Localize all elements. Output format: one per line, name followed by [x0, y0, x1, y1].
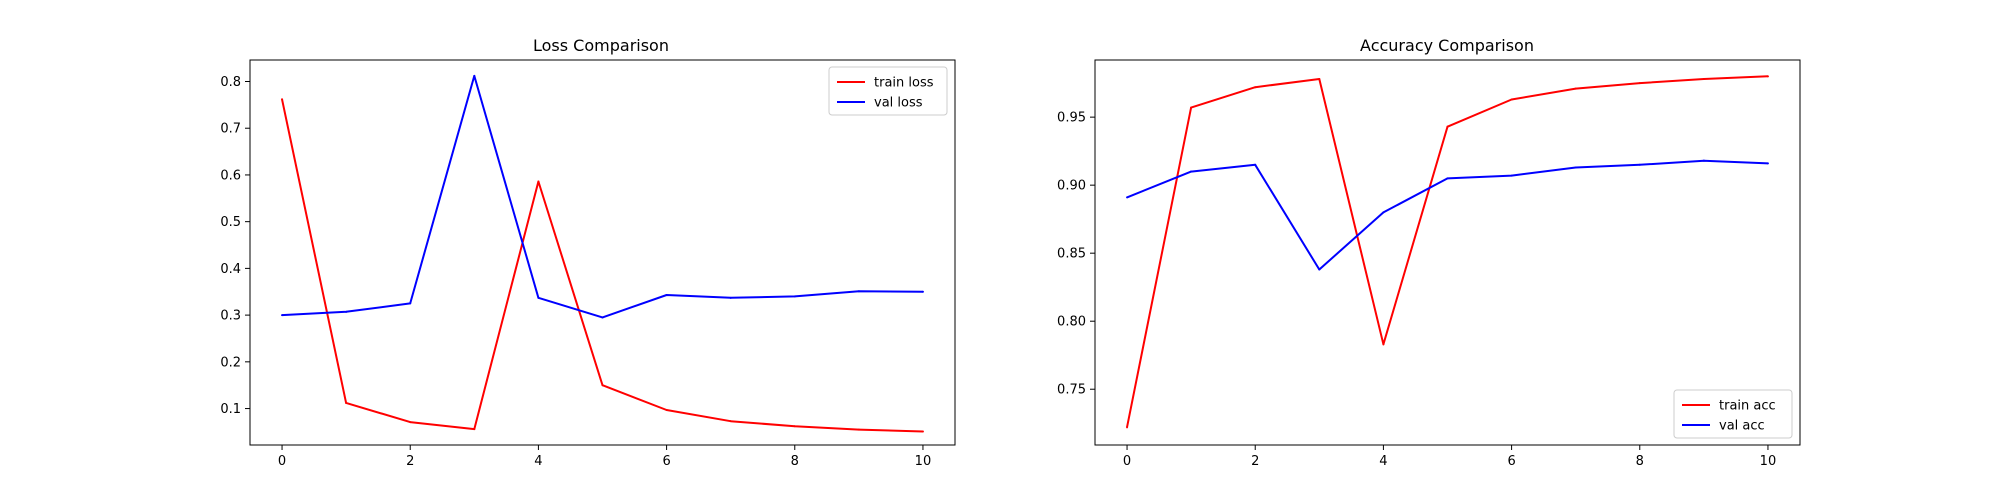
data-point-train-acc — [1638, 82, 1641, 85]
loss-y-tick-label: 0.8 — [220, 75, 241, 90]
accuracy-x-tick-label: 6 — [1507, 454, 1515, 469]
data-point-train-loss — [665, 408, 668, 411]
accuracy-x-tick-label: 4 — [1379, 454, 1387, 469]
data-point-train-loss — [793, 425, 796, 428]
legend-label-train-acc: train acc — [1719, 399, 1776, 414]
loss-chart-frame — [249, 59, 956, 446]
accuracy-chart: Accuracy Comparison 0 2 4 6 8 100.750.800.850… — [1057, 36, 1801, 469]
accuracy-chart-title: Accuracy Comparison — [1360, 36, 1534, 55]
data-point-val-loss — [793, 295, 796, 298]
loss-y-tick-label: 0.4 — [220, 262, 241, 277]
loss-chart-title: Loss Comparison — [533, 36, 669, 55]
data-point-val-loss — [921, 290, 924, 293]
legend-label-val-acc: val acc — [1719, 419, 1765, 434]
loss-chart-ticks: 0 2 4 6 8 10 0.1 0.2 0.3 0.4 0.5 0.6 0.7 0.8 — [220, 75, 931, 469]
data-point-train-acc — [1510, 98, 1513, 101]
loss-y-tick-label: 0.3 — [220, 309, 241, 324]
loss-x-tick-label: 6 — [662, 454, 670, 469]
data-point-val-acc — [1126, 196, 1129, 199]
accuracy-y-tick-label: 0.80 — [1057, 315, 1086, 330]
data-point-val-acc — [1766, 162, 1769, 165]
accuracy-chart-frame — [1094, 59, 1801, 446]
data-point-train-acc — [1126, 426, 1129, 429]
data-point-train-loss — [537, 180, 540, 183]
data-point-val-acc — [1254, 163, 1257, 166]
data-point-train-loss — [921, 430, 924, 433]
loss-y-tick-label: 0.6 — [220, 168, 241, 183]
data-point-train-acc — [1382, 343, 1385, 346]
loss-y-tick-label: 0.2 — [220, 355, 241, 370]
loss-chart-legend: train loss val loss — [828, 66, 948, 116]
data-point-val-acc — [1510, 174, 1513, 177]
data-point-train-acc — [1446, 125, 1449, 128]
accuracy-y-tick-label: 0.75 — [1057, 383, 1086, 398]
data-point-val-acc — [1382, 211, 1385, 214]
data-point-train-loss — [857, 428, 860, 431]
data-point-val-acc — [1190, 170, 1193, 173]
data-point-train-acc — [1318, 78, 1321, 81]
data-point-train-acc — [1190, 106, 1193, 109]
accuracy-y-tick-label: 0.90 — [1057, 179, 1086, 194]
legend-label-val-loss: val loss — [874, 96, 923, 111]
data-point-val-acc — [1702, 159, 1705, 162]
accuracy-x-tick-label: 2 — [1251, 454, 1259, 469]
data-point-train-loss — [473, 428, 476, 431]
data-point-val-loss — [729, 296, 732, 299]
data-point-train-loss — [281, 98, 284, 101]
loss-x-tick-label: 4 — [534, 454, 542, 469]
accuracy-y-tick-label: 0.85 — [1057, 247, 1086, 262]
loss-y-tick-label: 0.7 — [220, 122, 241, 137]
loss-chart-lines — [281, 74, 924, 433]
loss-y-tick-label: 0.5 — [220, 215, 241, 230]
data-point-val-loss — [281, 314, 284, 317]
data-point-train-loss — [409, 421, 412, 424]
data-point-val-acc — [1638, 163, 1641, 166]
data-point-val-loss — [857, 290, 860, 293]
data-point-val-acc — [1318, 268, 1321, 271]
legend-label-train-loss: train loss — [874, 76, 934, 91]
data-point-val-loss — [473, 74, 476, 77]
accuracy-x-tick-label: 10 — [1760, 454, 1777, 469]
accuracy-x-tick-label: 0 — [1123, 454, 1131, 469]
data-point-val-loss — [409, 302, 412, 305]
data-point-val-loss — [601, 316, 604, 319]
data-point-val-loss — [537, 296, 540, 299]
data-point-val-loss — [665, 294, 668, 297]
loss-chart: Loss Comparison 0 2 4 6 8 10 0.1 0.2 0.3 0.4 0.5 0.… — [220, 36, 956, 469]
loss-y-tick-label: 0.1 — [220, 402, 241, 417]
data-point-val-loss — [345, 310, 348, 313]
data-point-train-acc — [1254, 86, 1257, 89]
accuracy-chart-lines — [1126, 75, 1769, 429]
loss-x-tick-label: 8 — [791, 454, 799, 469]
accuracy-chart-legend: train acc val acc — [1673, 389, 1793, 439]
loss-x-tick-label: 0 — [278, 454, 286, 469]
data-point-train-acc — [1702, 78, 1705, 81]
data-point-train-loss — [601, 384, 604, 387]
accuracy-x-tick-label: 8 — [1636, 454, 1644, 469]
data-point-val-acc — [1446, 177, 1449, 180]
loss-x-tick-label: 2 — [406, 454, 414, 469]
data-point-train-acc — [1766, 75, 1769, 78]
accuracy-chart-ticks: 0 2 4 6 8 10 0.75 0.80 0.85 0.90 0.95 — [1057, 111, 1776, 469]
loss-x-tick-label: 10 — [915, 454, 932, 469]
accuracy-y-tick-label: 0.95 — [1057, 111, 1086, 126]
data-point-train-acc — [1574, 87, 1577, 90]
data-point-val-acc — [1574, 166, 1577, 169]
data-point-train-loss — [729, 420, 732, 423]
data-point-train-loss — [345, 401, 348, 404]
